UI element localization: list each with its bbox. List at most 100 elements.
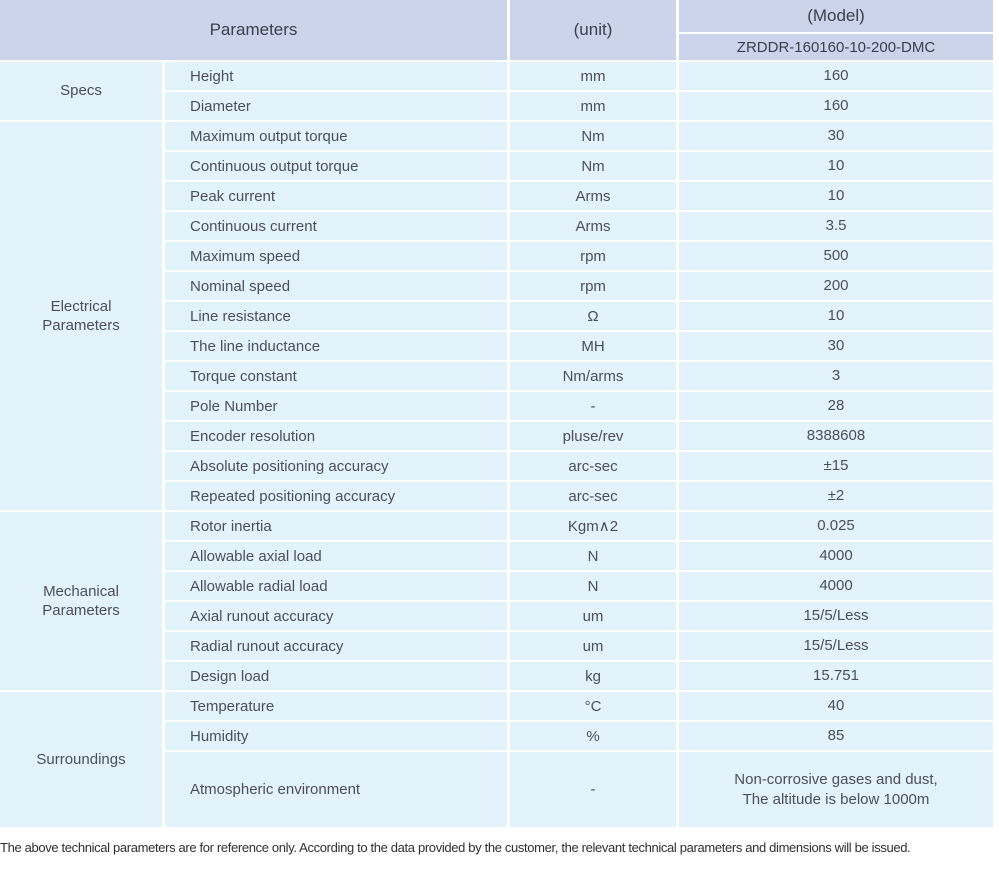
unit-cell: arc-sec (510, 452, 676, 480)
param-cell: Design load (165, 662, 507, 690)
value-cell: 8388608 (679, 422, 993, 450)
header-model: (Model) (679, 0, 993, 32)
unit-cell: °C (510, 692, 676, 720)
table-row: Allowable radial load N 4000 (0, 572, 993, 600)
table-row: Surroundings Temperature °C 40 (0, 692, 993, 827)
value-cell: 4000 (679, 542, 993, 570)
value-cell: ±2 (679, 482, 993, 510)
section-label-mechanical-parameters: Mechanical Parameters (0, 512, 162, 690)
param-cell: Allowable radial load (165, 572, 507, 600)
unit-cell: - (510, 392, 676, 420)
param-cell: Nominal speed (165, 272, 507, 300)
value-cell: 10 (679, 182, 993, 210)
value-cell: 15.751 (679, 662, 993, 690)
table-row: Peak current Arms 10 (0, 182, 993, 210)
table-row: Design load kg 15.751 (0, 662, 993, 690)
table-row: Continuous current Arms 3.5 (0, 212, 993, 240)
value-cell: 160 (679, 92, 993, 120)
table-row: Humidity% 85 (0, 722, 993, 750)
table-row: Pole Number -28 (0, 392, 993, 420)
param-cell: Atmospheric environment (165, 752, 507, 827)
param-cell: Radial runout accuracy (165, 632, 507, 660)
value-cell: 3.5 (679, 212, 993, 240)
param-cell: Absolute positioning accuracy (165, 452, 507, 480)
table-row: Nominal speed rpm 200 (0, 272, 993, 300)
unit-cell: arc-sec (510, 482, 676, 510)
spec-table-body: Specs Height mm 160 Diameter mm 160 Electrical … (0, 62, 993, 827)
value-cell: 10 (679, 152, 993, 180)
table-row: Atmospheric environment - Non-corrosive ga… (0, 752, 993, 827)
table-row: Specs Height mm 160 (0, 62, 993, 120)
unit-cell: kg (510, 662, 676, 690)
table-row: Diameter mm 160 (0, 92, 993, 120)
unit-cell: Arms (510, 182, 676, 210)
value-cell: 30 (679, 332, 993, 360)
value-cell: Non-corrosive gases and dust, The altitu… (679, 752, 993, 827)
table-row: Axial runout accuracy um 15/5/Less (0, 602, 993, 630)
unit-cell: Nm (510, 152, 676, 180)
param-cell: Rotor inertia (165, 512, 507, 540)
unit-cell: um (510, 632, 676, 660)
value-cell: 85 (679, 722, 993, 750)
table-row: Maximum speed rpm 500 (0, 242, 993, 270)
section-label-specs: Specs (0, 62, 162, 120)
param-cell: Continuous output torque (165, 152, 507, 180)
unit-cell: % (510, 722, 676, 750)
param-cell: Encoder resolution (165, 422, 507, 450)
value-cell: 15/5/Less (679, 602, 993, 630)
param-cell: Torque constant (165, 362, 507, 390)
param-cell: Height (165, 62, 507, 90)
footnote: The above technical parameters are for r… (0, 840, 911, 855)
table-row: Repeated positioning accuracy arc-sec ±2 (0, 482, 993, 510)
table-row: The line inductance MH 30 (0, 332, 993, 360)
value-cell: 28 (679, 392, 993, 420)
section-label-surroundings: Surroundings (0, 692, 162, 827)
unit-cell: Kgm∧2 (510, 512, 676, 540)
table-row: Torque constant Nm/arms 3 (0, 362, 993, 390)
param-cell: Continuous current (165, 212, 507, 240)
unit-cell: rpm (510, 272, 676, 300)
table-row: Allowable axial load N 4000 (0, 542, 993, 570)
unit-cell: um (510, 602, 676, 630)
param-cell: Allowable axial load (165, 542, 507, 570)
unit-cell: N (510, 542, 676, 570)
table-row: Continuous output torque Nm 10 (0, 152, 993, 180)
unit-cell: Nm/arms (510, 362, 676, 390)
unit-cell: - (510, 752, 676, 827)
section-label-electrical-parameters: Electrical Parameters (0, 122, 162, 510)
unit-cell: Nm (510, 122, 676, 150)
param-cell: Temperature (165, 692, 507, 720)
header-parameters: Parameters (0, 0, 507, 60)
table-row: Mechanical Parameters Rotor inertia Kgm∧2 0… (0, 512, 993, 690)
unit-cell: Ω (510, 302, 676, 330)
param-cell: Maximum speed (165, 242, 507, 270)
spec-table: Parameters (unit) (Model) ZRDDR-160160-1… (0, 0, 993, 827)
unit-cell: Arms (510, 212, 676, 240)
unit-cell: pluse/rev (510, 422, 676, 450)
param-cell: Peak current (165, 182, 507, 210)
param-cell: Line resistance (165, 302, 507, 330)
value-cell: 500 (679, 242, 993, 270)
table-row: Line resistance Ω 10 (0, 302, 993, 330)
header-unit: (unit) (510, 0, 676, 60)
param-cell: Maximum output torque (165, 122, 507, 150)
unit-cell: mm (510, 92, 676, 120)
unit-cell: mm (510, 62, 676, 90)
value-cell: 10 (679, 302, 993, 330)
value-cell: 40 (679, 692, 993, 720)
unit-cell: MH (510, 332, 676, 360)
header-model-number: ZRDDR-160160-10-200-DMC (679, 34, 993, 60)
unit-cell: N (510, 572, 676, 600)
unit-cell: rpm (510, 242, 676, 270)
table-row: Electrical Parameters Maximum output torq… (0, 122, 993, 510)
param-cell: The line inductance (165, 332, 507, 360)
param-cell: Humidity (165, 722, 507, 750)
value-cell: ±15 (679, 452, 993, 480)
value-cell: 4000 (679, 572, 993, 600)
value-cell: 15/5/Less (679, 632, 993, 660)
value-cell: 160 (679, 62, 993, 90)
table-row: Radial runout accuracy um 15/5/Less (0, 632, 993, 660)
param-cell: Pole Number (165, 392, 507, 420)
table-row: Encoder resolution pluse/rev 8388608 (0, 422, 993, 450)
value-cell: 3 (679, 362, 993, 390)
